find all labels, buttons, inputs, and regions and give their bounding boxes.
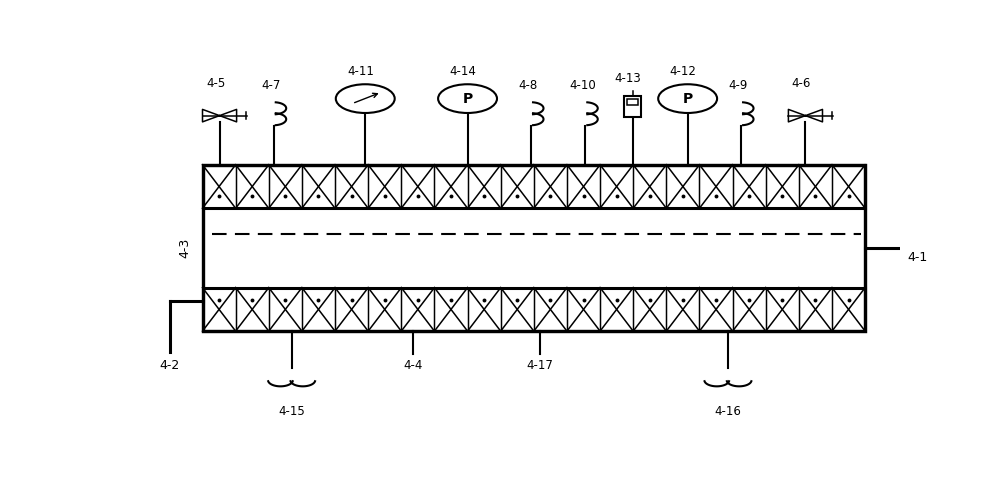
Text: 4-3: 4-3 xyxy=(178,238,191,258)
Text: 4-2: 4-2 xyxy=(160,359,180,373)
Text: 4-15: 4-15 xyxy=(278,405,305,418)
Text: 4-1: 4-1 xyxy=(908,251,928,264)
Text: P: P xyxy=(683,92,693,106)
Text: 4-10: 4-10 xyxy=(569,79,596,92)
Bar xyxy=(627,99,638,106)
Text: 4-6: 4-6 xyxy=(791,77,810,90)
Bar xyxy=(624,96,641,116)
Bar xyxy=(202,288,865,331)
Polygon shape xyxy=(805,109,822,122)
Text: 4-4: 4-4 xyxy=(404,359,423,373)
Circle shape xyxy=(438,84,497,113)
Text: 4-8: 4-8 xyxy=(518,79,538,92)
Text: P: P xyxy=(462,92,473,106)
Text: 4-16: 4-16 xyxy=(715,405,741,418)
Text: 4-11: 4-11 xyxy=(347,65,374,78)
Text: 4-9: 4-9 xyxy=(728,79,748,92)
Text: 4-17: 4-17 xyxy=(526,359,553,373)
Text: 4-12: 4-12 xyxy=(670,65,696,78)
Polygon shape xyxy=(202,109,220,122)
Text: 4-13: 4-13 xyxy=(615,72,641,85)
Text: 4-5: 4-5 xyxy=(207,77,226,90)
Text: 4-14: 4-14 xyxy=(449,65,476,78)
Circle shape xyxy=(658,84,717,113)
Bar xyxy=(202,165,865,208)
Polygon shape xyxy=(788,109,805,122)
Bar xyxy=(202,165,865,331)
Bar xyxy=(202,288,865,331)
Circle shape xyxy=(336,84,395,113)
Polygon shape xyxy=(220,109,237,122)
Bar xyxy=(202,165,865,208)
Text: 4-7: 4-7 xyxy=(261,79,280,92)
